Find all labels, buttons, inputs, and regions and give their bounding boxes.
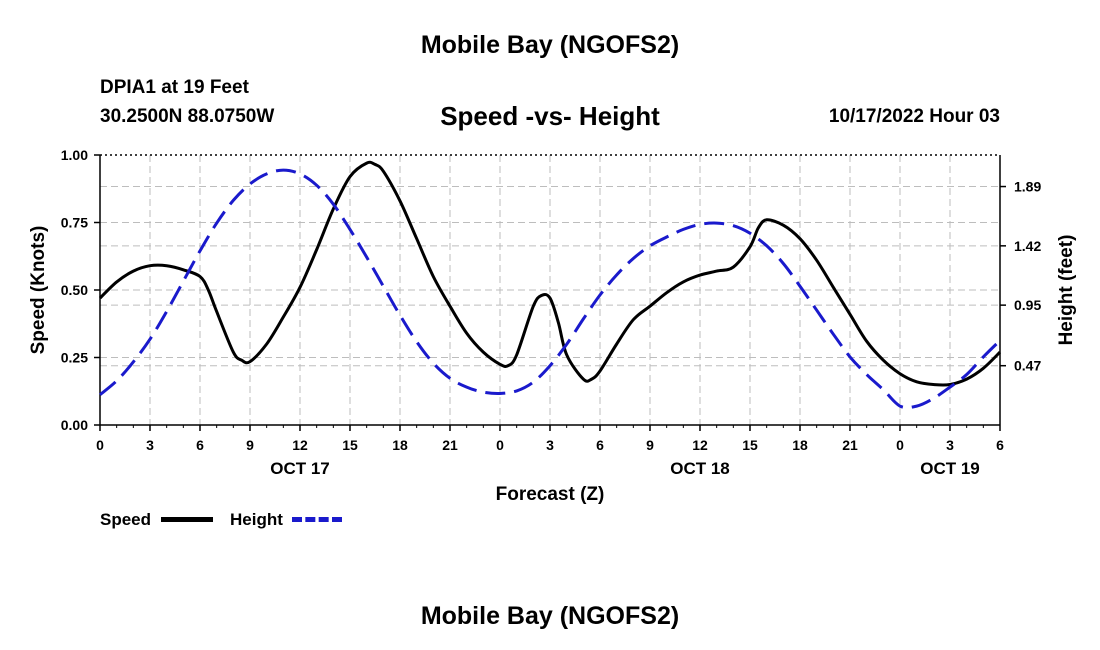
y-tick-label: 1.00	[61, 147, 88, 163]
x-tick-label: 0	[896, 437, 904, 453]
x-tick-label: 18	[392, 437, 408, 453]
x-tick-label: 21	[442, 437, 458, 453]
main-title: Mobile Bay (NGOFS2)	[420, 31, 680, 59]
x-tick-label: 12	[692, 437, 708, 453]
x-axis-title: Forecast (Z)	[496, 484, 605, 505]
valid-time: 10/17/2022 Hour 03	[828, 106, 1000, 127]
y-tick-label: 0.25	[61, 350, 88, 366]
y2-tick-label: 0.95	[1014, 297, 1041, 313]
x-tick-label: 18	[792, 437, 808, 453]
station-label: DPIA1 at 19 Feet	[100, 77, 249, 98]
y-tick-label: 0.00	[61, 417, 88, 433]
x-tick-label: 3	[546, 437, 554, 453]
footer-title: Mobile Bay (NGOFS2)	[420, 602, 680, 630]
y2-axis-title: Height (feet)	[1056, 235, 1077, 346]
x-tick-label: 6	[996, 437, 1004, 453]
y2-tick-label: 0.47	[1014, 358, 1041, 374]
x-tick-label: 15	[342, 437, 358, 453]
station-coords: 30.2500N 88.0750W	[100, 106, 275, 127]
x-tick-label: 9	[246, 437, 254, 453]
date-label: OCT 18	[670, 459, 730, 478]
x-tick-label: 12	[292, 437, 308, 453]
height-series-line	[99, 168, 1002, 410]
x-tick-label: 21	[842, 437, 858, 453]
x-tick-label: 9	[646, 437, 654, 453]
date-label: OCT 17	[270, 459, 330, 478]
y-tick-label: 0.75	[61, 215, 88, 231]
chart-title: Speed -vs- Height	[440, 101, 660, 131]
x-tick-label: 6	[196, 437, 204, 453]
legend-speed-label: Speed	[100, 510, 152, 529]
legend-height-label: Height	[230, 510, 283, 529]
y2-tick-label: 1.42	[1014, 238, 1041, 254]
legend-height-swatch	[292, 517, 342, 522]
speed-series-line	[98, 160, 1002, 387]
y-axis-title: Speed (Knots)	[28, 226, 49, 355]
x-tick-label: 15	[742, 437, 758, 453]
x-tick-label: 6	[596, 437, 604, 453]
x-tick-label: 0	[96, 437, 104, 453]
x-tick-label: 0	[496, 437, 504, 453]
date-label: OCT 19	[920, 459, 980, 478]
x-tick-label: 3	[946, 437, 954, 453]
x-tick-label: 3	[146, 437, 154, 453]
y-tick-label: 0.50	[61, 282, 88, 298]
y2-tick-label: 1.89	[1014, 179, 1041, 195]
legend-speed-swatch	[161, 517, 213, 522]
